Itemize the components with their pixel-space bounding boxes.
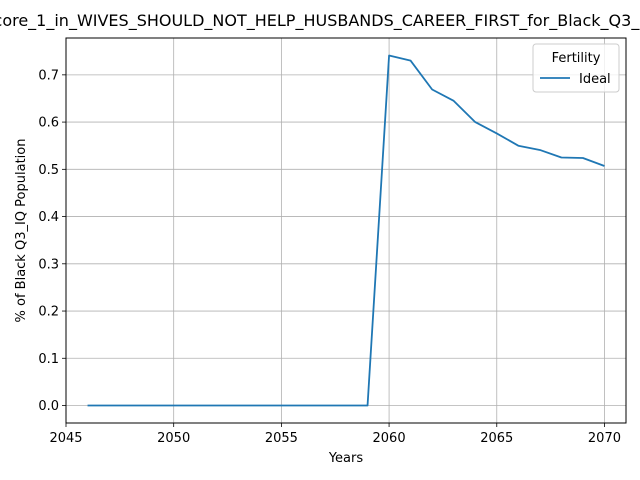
legend: Fertility Ideal bbox=[532, 43, 620, 93]
y-tick-label: 0.2 bbox=[38, 305, 59, 320]
y-tick-label: 0.4 bbox=[38, 210, 59, 225]
x-tick-label: 2060 bbox=[373, 431, 406, 446]
y-axis: 0.0 0.1 0.2 0.3 0.4 0.5 0.6 0.7 bbox=[38, 68, 66, 414]
x-tick-label: 2045 bbox=[49, 431, 82, 446]
y-axis-label: % of Black Q3_IQ Population bbox=[14, 139, 29, 323]
y-tick-label: 0.5 bbox=[38, 163, 59, 178]
plot-background bbox=[66, 38, 626, 423]
x-axis: 2045 2050 2055 2060 2065 2070 bbox=[49, 423, 621, 446]
y-tick-label: 0.1 bbox=[38, 352, 59, 367]
legend-box bbox=[532, 43, 620, 93]
y-tick-label: 0.6 bbox=[38, 116, 59, 131]
x-tick-label: 2070 bbox=[588, 431, 621, 446]
plot-frame bbox=[65, 37, 627, 424]
x-axis-label: Years bbox=[328, 451, 364, 466]
y-tick-label: 0.7 bbox=[38, 68, 59, 83]
series-line-ideal bbox=[87, 54, 605, 407]
chart-title: Score_1_in_WIVES_SHOULD_NOT_HELP_HUSBAND… bbox=[0, 11, 640, 31]
x-tick-label: 2065 bbox=[480, 431, 513, 446]
plot-area bbox=[65, 37, 627, 424]
x-tick-label: 2050 bbox=[157, 431, 190, 446]
series-layer bbox=[87, 54, 605, 407]
x-tick-label: 2055 bbox=[265, 431, 298, 446]
y-tick-label: 0.0 bbox=[38, 399, 59, 414]
grid-lines bbox=[65, 38, 626, 423]
y-tick-label: 0.3 bbox=[38, 257, 59, 272]
legend-title: Fertility bbox=[552, 51, 601, 66]
legend-label-ideal: Ideal bbox=[579, 72, 611, 87]
